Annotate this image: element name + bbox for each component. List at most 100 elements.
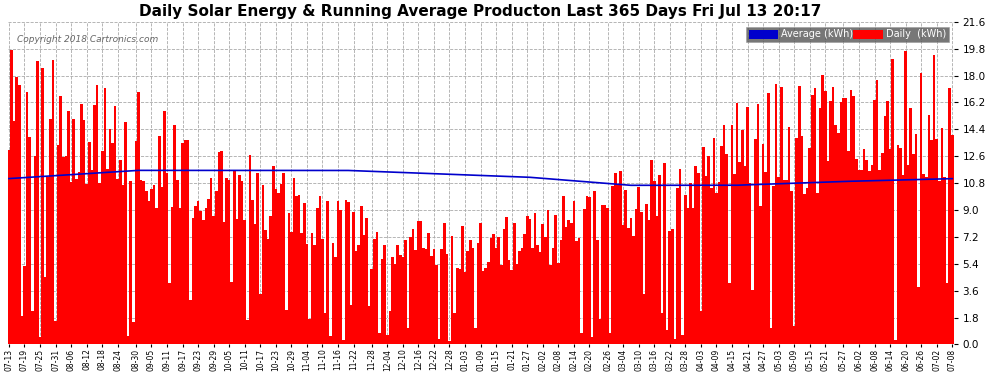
Bar bbox=[684, 195, 687, 344]
Bar bbox=[236, 219, 239, 344]
Bar bbox=[863, 149, 865, 344]
Bar bbox=[713, 138, 715, 344]
Bar bbox=[378, 333, 381, 344]
Bar bbox=[433, 249, 436, 344]
Bar bbox=[441, 249, 443, 344]
Bar bbox=[311, 234, 314, 344]
Bar bbox=[920, 73, 923, 344]
Bar bbox=[345, 200, 347, 344]
Bar bbox=[769, 328, 772, 344]
Bar bbox=[622, 225, 625, 344]
Bar bbox=[220, 151, 223, 344]
Bar bbox=[117, 179, 119, 344]
Bar bbox=[816, 193, 819, 344]
Bar bbox=[101, 151, 104, 344]
Bar bbox=[64, 156, 67, 344]
Bar bbox=[80, 104, 83, 344]
Bar bbox=[50, 119, 51, 344]
Bar bbox=[75, 179, 77, 344]
Bar bbox=[399, 255, 402, 344]
Bar bbox=[21, 316, 23, 344]
Bar bbox=[643, 294, 645, 344]
Bar bbox=[557, 262, 559, 344]
Bar bbox=[368, 306, 370, 344]
Bar bbox=[130, 181, 132, 344]
Bar bbox=[122, 185, 124, 344]
Bar bbox=[226, 177, 228, 344]
Bar bbox=[702, 147, 705, 344]
Bar bbox=[868, 171, 870, 344]
Bar bbox=[205, 208, 207, 344]
Bar bbox=[23, 266, 26, 344]
Bar bbox=[415, 251, 417, 344]
Bar bbox=[70, 182, 72, 344]
Bar bbox=[764, 172, 767, 344]
Bar bbox=[290, 232, 293, 344]
Bar bbox=[484, 268, 487, 344]
Bar bbox=[692, 208, 694, 344]
Bar bbox=[319, 196, 321, 344]
Bar bbox=[152, 185, 155, 344]
Bar bbox=[655, 216, 658, 344]
Bar bbox=[775, 84, 777, 344]
Bar bbox=[425, 249, 428, 344]
Bar bbox=[381, 259, 383, 344]
Bar bbox=[832, 87, 835, 344]
Bar bbox=[453, 314, 456, 344]
Bar bbox=[663, 163, 666, 344]
Bar bbox=[567, 220, 570, 344]
Bar bbox=[591, 338, 593, 344]
Bar bbox=[261, 185, 264, 344]
Bar bbox=[697, 173, 700, 344]
Bar bbox=[870, 165, 873, 344]
Bar bbox=[335, 257, 337, 344]
Bar bbox=[748, 183, 751, 344]
Bar bbox=[490, 238, 492, 344]
Bar bbox=[928, 115, 931, 344]
Bar bbox=[140, 180, 143, 344]
Bar bbox=[715, 192, 718, 344]
Bar bbox=[876, 80, 878, 344]
Bar bbox=[526, 216, 529, 344]
Bar bbox=[173, 125, 176, 344]
Bar bbox=[347, 202, 349, 344]
Bar bbox=[349, 304, 352, 344]
Bar bbox=[513, 223, 516, 344]
Bar bbox=[539, 252, 542, 344]
Bar bbox=[165, 173, 168, 344]
Bar bbox=[633, 236, 635, 344]
Bar bbox=[803, 194, 806, 344]
Bar bbox=[253, 224, 256, 344]
Bar bbox=[933, 55, 936, 344]
Bar bbox=[145, 190, 148, 344]
Bar bbox=[383, 244, 386, 344]
Bar bbox=[531, 248, 534, 344]
Bar bbox=[375, 232, 378, 344]
Bar bbox=[785, 180, 788, 344]
Bar bbox=[857, 170, 860, 344]
Bar bbox=[184, 140, 186, 344]
Bar bbox=[8, 150, 10, 344]
Bar bbox=[860, 170, 863, 344]
Bar bbox=[56, 146, 59, 344]
Bar bbox=[194, 206, 197, 344]
Bar bbox=[155, 208, 158, 344]
Bar bbox=[658, 175, 660, 344]
Bar bbox=[736, 104, 739, 344]
Bar bbox=[809, 148, 811, 344]
Bar bbox=[806, 188, 809, 344]
Bar bbox=[420, 221, 423, 344]
Bar bbox=[62, 157, 64, 344]
Bar bbox=[132, 322, 135, 344]
Bar bbox=[721, 146, 723, 344]
Bar bbox=[606, 208, 609, 344]
Bar bbox=[362, 236, 365, 344]
Bar bbox=[199, 211, 202, 344]
Bar bbox=[495, 248, 497, 344]
Bar bbox=[402, 257, 404, 344]
Bar bbox=[891, 59, 894, 344]
Bar bbox=[612, 186, 614, 344]
Bar bbox=[824, 92, 827, 344]
Bar bbox=[793, 326, 796, 344]
Bar bbox=[638, 187, 640, 344]
